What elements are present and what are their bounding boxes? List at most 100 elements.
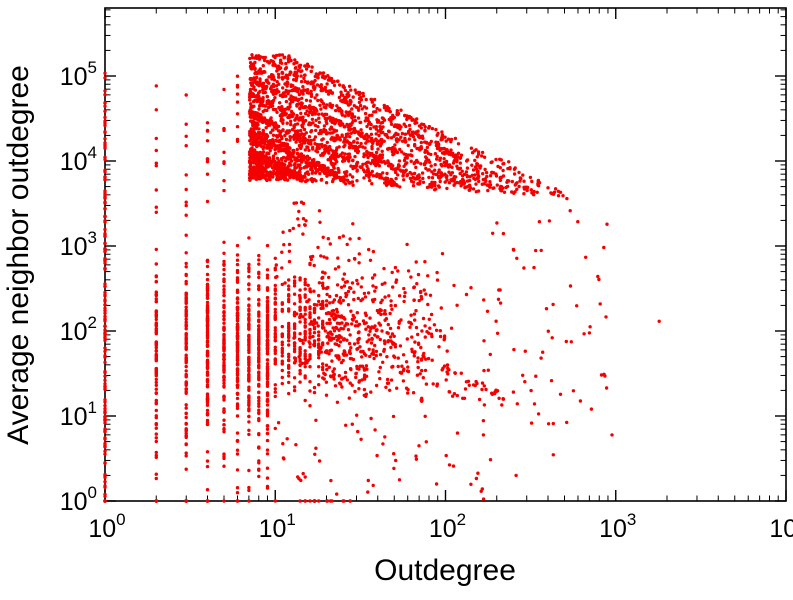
data-point [184, 451, 188, 455]
data-point [103, 76, 107, 80]
data-point [465, 175, 470, 179]
data-point [302, 132, 307, 137]
data-point [373, 289, 377, 293]
data-point [421, 176, 425, 181]
data-point [205, 394, 210, 399]
data-point [328, 349, 332, 353]
data-point [348, 141, 353, 146]
data-point [279, 157, 284, 161]
data-point [434, 187, 438, 191]
data-point [375, 142, 380, 146]
data-point [390, 307, 394, 311]
data-point [362, 291, 367, 296]
data-point [416, 129, 420, 133]
data-point [406, 269, 411, 273]
data-point [393, 355, 397, 359]
data-point [447, 390, 451, 394]
data-point [103, 241, 107, 245]
data-point [298, 138, 302, 142]
data-point [490, 171, 495, 175]
data-point [287, 249, 292, 253]
data-point [523, 349, 527, 353]
data-point [380, 156, 384, 160]
data-point [459, 153, 464, 157]
data-point [363, 111, 368, 116]
data-point [325, 367, 329, 372]
data-point [473, 158, 477, 163]
data-point [350, 107, 354, 111]
data-point [268, 149, 272, 153]
data-point [297, 102, 301, 106]
data-point [392, 466, 396, 471]
data-point [335, 146, 339, 150]
data-point [265, 94, 269, 99]
data-point [304, 161, 308, 165]
data-point [326, 311, 331, 315]
data-point [288, 102, 292, 106]
data-point [298, 305, 302, 309]
data-point [351, 146, 355, 150]
data-point [342, 349, 346, 353]
data-point [303, 317, 307, 322]
data-point [324, 132, 329, 136]
data-point [257, 327, 261, 331]
data-point [308, 345, 312, 349]
data-point [222, 395, 226, 399]
data-point [423, 148, 428, 152]
data-point [280, 359, 284, 363]
data-point [103, 338, 107, 343]
data-point [184, 203, 188, 208]
data-point [495, 221, 499, 225]
data-point [328, 330, 333, 334]
data-point [205, 464, 210, 469]
data-point [249, 105, 253, 110]
data-point [205, 264, 210, 269]
data-point [184, 346, 188, 350]
data-point [222, 126, 226, 131]
data-point [247, 327, 251, 331]
data-point [310, 117, 315, 122]
data-point [332, 367, 336, 371]
data-point [257, 338, 261, 342]
data-point [344, 172, 348, 176]
data-point [480, 381, 485, 385]
data-point [369, 341, 374, 345]
data-point [273, 335, 277, 339]
data-point [459, 179, 463, 184]
data-point [564, 339, 568, 344]
data-point [482, 339, 486, 343]
data-point [235, 307, 240, 311]
data-point [284, 89, 288, 94]
data-point [539, 248, 543, 253]
data-point [317, 374, 321, 378]
data-point [372, 356, 376, 361]
data-point [353, 88, 357, 92]
data-point [488, 180, 492, 184]
data-point [494, 174, 499, 178]
data-point [352, 290, 356, 294]
data-point [280, 354, 284, 358]
data-point [303, 88, 307, 92]
data-point [302, 165, 306, 170]
data-point [264, 136, 269, 141]
data-point [470, 173, 474, 177]
data-point [357, 379, 362, 383]
data-point [222, 279, 226, 284]
data-point [316, 245, 320, 250]
data-point [297, 293, 302, 298]
data-point [348, 122, 352, 127]
data-point [469, 286, 473, 290]
data-point [247, 376, 251, 380]
data-point [480, 154, 484, 158]
data-point [399, 318, 403, 322]
data-point [253, 80, 257, 84]
data-point [308, 315, 312, 320]
data-point [184, 387, 188, 391]
data-point [376, 119, 381, 123]
data-point [335, 79, 340, 83]
data-point [265, 427, 270, 431]
data-point [154, 108, 158, 112]
data-point [264, 173, 268, 177]
data-point [184, 233, 188, 237]
data-point [262, 145, 266, 149]
